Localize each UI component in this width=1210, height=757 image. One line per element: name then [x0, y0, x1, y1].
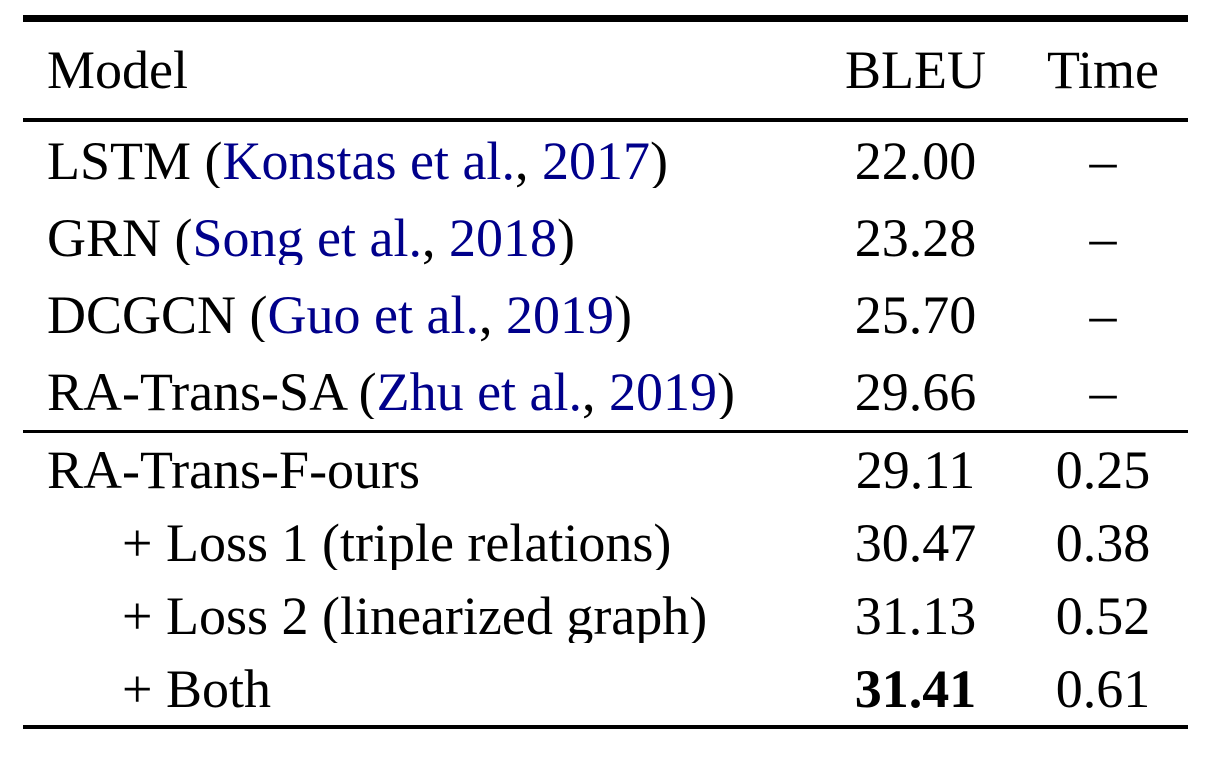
- model-label-ablation: + Loss 1 (triple relations): [23, 516, 828, 570]
- model-label: GRN (Song et al., 2018): [23, 211, 828, 265]
- citation-link[interactable]: Song et al.: [192, 210, 422, 265]
- table-row: DCGCN (Guo et al., 2019) 25.70 –: [23, 276, 1188, 353]
- model-name: + Loss 1 (triple relations): [122, 515, 672, 570]
- table-rule-section: [23, 430, 1188, 433]
- bleu-value: 23.28: [854, 207, 977, 268]
- citation-year-link[interactable]: 2019: [609, 364, 718, 419]
- table-row: + Loss 2 (linearized graph) 31.13 0.52: [23, 579, 1188, 652]
- table-row: + Both 31.41 0.61: [23, 652, 1188, 725]
- model-label: RA-Trans-SA (Zhu et al., 2019): [23, 365, 828, 419]
- citation-separator: ,: [421, 210, 449, 265]
- column-header-bleu: BLEU: [845, 40, 986, 100]
- time-value: –: [1089, 130, 1117, 191]
- table-header-row: Model BLEU Time: [23, 22, 1188, 118]
- citation-separator: ,: [514, 133, 542, 188]
- model-name: DCGCN (: [47, 287, 268, 342]
- model-name: + Loss 2 (linearized graph): [122, 588, 708, 643]
- model-label-ablation: + Loss 2 (linearized graph): [23, 589, 828, 643]
- bleu-value: 29.11: [855, 439, 976, 500]
- citation-separator: ,: [478, 287, 506, 342]
- bleu-value: 25.70: [854, 284, 977, 345]
- citation-link[interactable]: Guo et al.: [267, 287, 479, 342]
- time-value: –: [1089, 284, 1117, 345]
- table-rule-below-header: [23, 118, 1188, 122]
- column-header-model: Model: [47, 43, 188, 97]
- results-table: Model BLEU Time LSTM (Konstas et al., 20…: [23, 15, 1188, 729]
- table-row: RA-Trans-F-ours 29.11 0.25: [23, 433, 1188, 506]
- model-name: GRN (: [47, 210, 193, 265]
- table-row: RA-Trans-SA (Zhu et al., 2019) 29.66 –: [23, 353, 1188, 430]
- bleu-value: 31.13: [854, 585, 977, 646]
- model-name-suffix: ): [717, 364, 735, 419]
- model-name-suffix: ): [613, 287, 632, 342]
- model-label: LSTM (Konstas et al., 2017): [23, 134, 828, 188]
- model-name: RA-Trans-F-ours: [47, 442, 421, 497]
- citation-year-link[interactable]: 2017: [541, 133, 650, 188]
- citation-link[interactable]: Konstas et al.: [222, 133, 515, 188]
- table-row: + Loss 1 (triple relations) 30.47 0.38: [23, 506, 1188, 579]
- time-value: 0.61: [1055, 658, 1151, 719]
- table-row: LSTM (Konstas et al., 2017) 22.00 –: [23, 122, 1188, 199]
- column-header-time: Time: [1046, 40, 1160, 100]
- time-value: 0.25: [1055, 439, 1151, 500]
- time-value: 0.52: [1055, 585, 1151, 646]
- model-name: + Both: [122, 661, 271, 716]
- model-name-suffix: ): [556, 210, 575, 265]
- time-value: –: [1089, 361, 1117, 422]
- model-name-suffix: ): [649, 133, 668, 188]
- table-rule-bottom: [23, 725, 1188, 729]
- table-rule-top: [23, 15, 1188, 22]
- bleu-value-best: 31.41: [854, 658, 977, 719]
- citation-link[interactable]: Zhu et al.: [376, 364, 583, 419]
- bleu-value: 30.47: [854, 512, 977, 573]
- model-name: RA-Trans-SA (: [47, 364, 377, 419]
- bleu-value: 22.00: [854, 130, 977, 191]
- citation-separator: ,: [582, 364, 610, 419]
- time-value: –: [1089, 207, 1117, 268]
- model-name: LSTM (: [47, 133, 223, 188]
- bleu-value: 29.66: [854, 361, 977, 422]
- model-label: RA-Trans-F-ours: [23, 443, 828, 497]
- model-label: DCGCN (Guo et al., 2019): [23, 288, 828, 342]
- citation-year-link[interactable]: 2019: [505, 287, 614, 342]
- citation-year-link[interactable]: 2018: [448, 210, 557, 265]
- table-row: GRN (Song et al., 2018) 23.28 –: [23, 199, 1188, 276]
- time-value: 0.38: [1055, 512, 1151, 573]
- model-label-ablation: + Both: [23, 662, 828, 716]
